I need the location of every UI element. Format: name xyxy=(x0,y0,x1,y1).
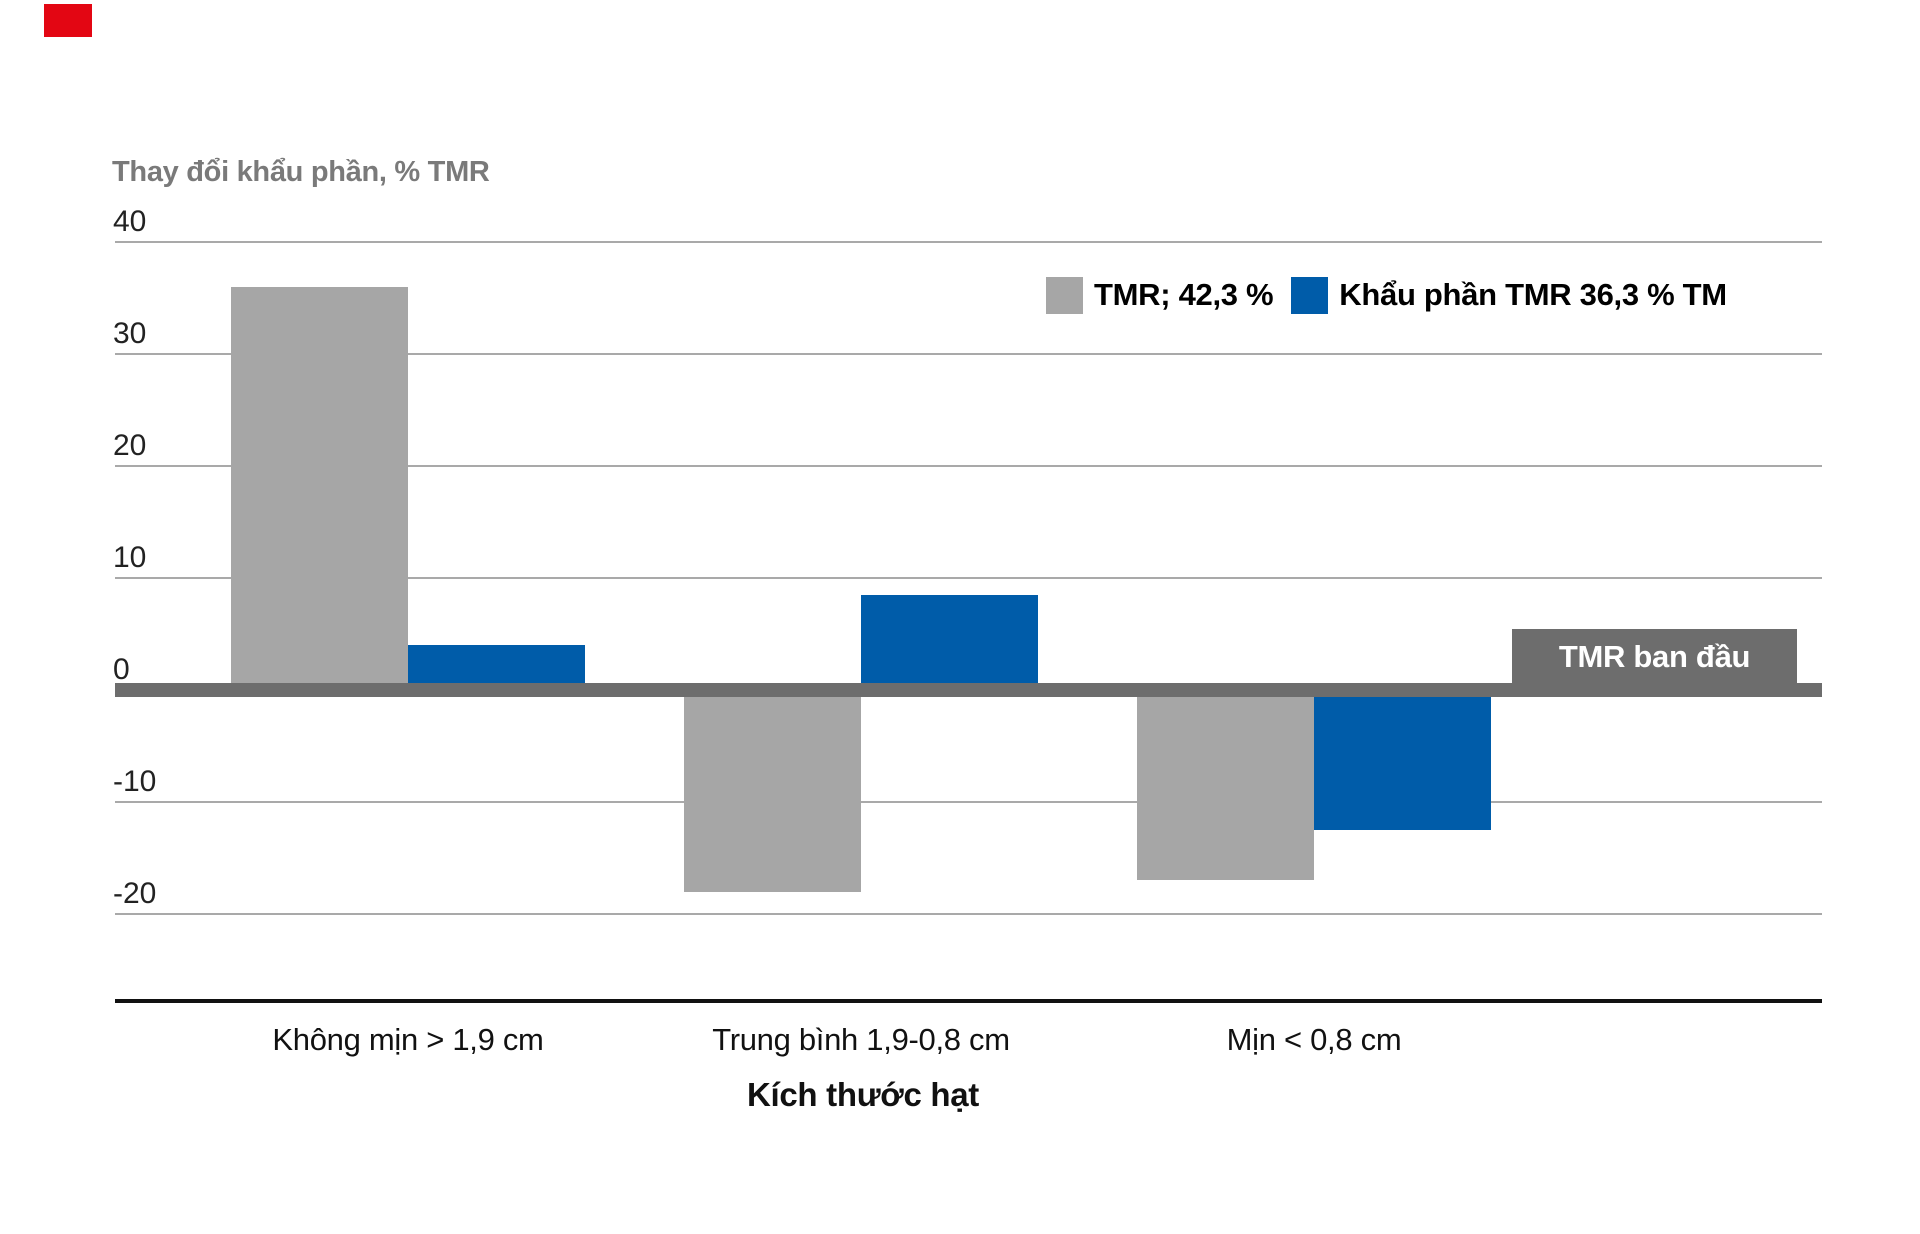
bar-series0-cat0 xyxy=(231,286,408,690)
y-tick-label-30: 30 xyxy=(113,317,147,350)
legend-label-tmr: TMR; 42,3 % xyxy=(1094,277,1274,312)
y-tick-label-20: 20 xyxy=(113,429,147,462)
zero-baseline xyxy=(115,683,1822,697)
x-axis-title: Kích thước hạt xyxy=(746,1076,979,1113)
y-axis-title: Thay đổi khẩu phần, % TMR xyxy=(112,156,490,188)
bar-series0-cat1 xyxy=(684,690,861,892)
brand-red-mark xyxy=(44,4,92,37)
gridline-20 xyxy=(115,465,1822,467)
y-tick-label-40: 40 xyxy=(113,205,147,238)
y-tick-label--20: -20 xyxy=(113,877,157,910)
category-label-1: Trung bình 1,9-0,8 cm xyxy=(712,1022,1010,1057)
baseline-badge: TMR ban đầu xyxy=(1512,629,1797,684)
gridline-40 xyxy=(115,241,1822,243)
legend-label-khau-phan: Khẩu phần TMR 36,3 % TM xyxy=(1339,277,1727,312)
legend: TMR; 42,3 % Khẩu phần TMR 36,3 % TM xyxy=(1046,276,1727,314)
gridline-10 xyxy=(115,577,1822,579)
bar-series1-cat0 xyxy=(408,645,585,690)
y-tick-label-10: 10 xyxy=(113,541,147,574)
gridline--10 xyxy=(115,801,1822,803)
category-label-0: Không mịn > 1,9 cm xyxy=(272,1022,544,1057)
bar-series0-cat2 xyxy=(1137,690,1314,881)
y-tick-label--10: -10 xyxy=(113,765,157,798)
category-label-2: Mịn < 0,8 cm xyxy=(1226,1022,1402,1057)
gridline-30 xyxy=(115,353,1822,355)
bar-series1-cat1 xyxy=(861,594,1038,690)
y-tick-label-0: 0 xyxy=(113,653,130,686)
legend-swatch-tmr xyxy=(1046,276,1083,314)
x-axis-line xyxy=(115,999,1822,1003)
legend-swatch-khau-phan xyxy=(1291,276,1329,314)
gridline--20 xyxy=(115,913,1822,915)
bar-series1-cat2 xyxy=(1314,690,1491,830)
